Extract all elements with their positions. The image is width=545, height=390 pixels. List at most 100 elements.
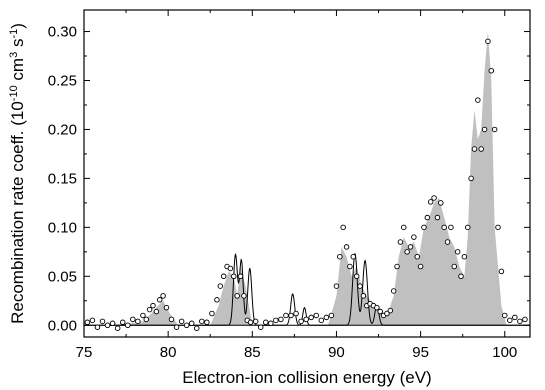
data-point [431,195,437,201]
data-point [288,312,294,319]
x-tick-label: 75 [76,344,93,361]
x-tick-label: 95 [412,344,429,361]
data-point [471,146,478,152]
data-point [374,304,380,311]
data-point [421,224,427,231]
data-point [268,320,274,327]
data-point [318,317,325,324]
measured-rate-area [84,31,530,326]
y-tick-label: 0.30 [48,24,77,41]
data-point [357,283,363,289]
data-point [502,312,508,319]
data-point [234,293,240,299]
data-point [407,244,414,250]
data-point [178,318,185,325]
data-point [273,317,279,324]
data-point [84,319,91,326]
data-point [217,283,224,289]
data-point [130,316,136,323]
data-point [323,314,330,321]
data-point [188,320,195,327]
y-title-exp-3: -1 [8,29,20,39]
data-point [401,224,407,231]
data-point [478,146,484,152]
data-point [183,322,190,329]
data-point [444,239,451,245]
data-point [125,322,131,329]
data-point [313,312,320,319]
data-point [468,175,474,182]
data-point [94,324,101,330]
y-tick-label: 0.05 [48,268,77,285]
data-point [257,324,264,330]
data-point [194,325,200,331]
data-point [308,314,314,321]
data-point [481,126,488,133]
data-point [360,293,367,299]
data-point [343,244,350,250]
data-point [461,253,468,260]
y-title-exp-1: -10 [8,85,20,101]
y-tick-label: 0.25 [48,72,77,89]
data-point [475,97,481,103]
data-point [328,312,335,319]
data-point [427,199,434,205]
y-tick-label: 0.10 [48,219,77,236]
data-point [220,273,227,280]
data-point [283,312,289,319]
data-point [350,253,357,260]
data-point [163,304,170,311]
y-title-exp-2: 3 [8,52,20,58]
data-point [156,297,163,303]
data-point [495,224,501,231]
data-point [89,317,96,324]
data-point [303,316,309,323]
y-title-end: ) [8,23,27,29]
data-point [150,302,156,309]
data-point [231,273,237,280]
data-point [153,308,160,315]
data-point [298,318,304,325]
data-point [424,214,431,221]
data-point [411,234,417,240]
data-point [99,318,106,325]
data-point [143,316,150,323]
data-point [241,293,247,299]
data-point [278,316,284,323]
data-point [397,239,404,245]
plot-frame [83,9,531,338]
data-point [394,263,400,270]
y-axis-title: Recombination rate coeff. (10-10 cm3 s-1… [8,23,27,324]
y-title-unit-cm: cm [8,58,27,85]
data-point [173,324,180,330]
data-point [119,319,126,326]
y-tick-label: 0.20 [48,121,77,138]
data-point [488,67,495,74]
y-title-base: Recombination rate coeff. (10 [8,101,27,324]
data-point [104,322,111,329]
data-point [337,253,343,260]
data-point [417,263,424,270]
data-point [114,325,121,331]
data-point [522,316,528,323]
data-point [160,293,166,299]
y-tick-label: 0.15 [48,170,77,187]
data-point [498,268,505,275]
data-point [454,249,461,255]
data-point [438,200,444,206]
data-point [252,318,259,325]
data-point [135,318,141,325]
data-point [347,263,353,270]
data-point [377,308,383,315]
data-point [263,319,269,326]
data-point [441,224,447,231]
y-tick-label: 0.00 [48,317,77,334]
data-point [146,306,153,313]
data-point [227,265,234,272]
x-tick-label: 90 [328,344,345,361]
data-point [109,320,116,327]
data-point [434,214,441,221]
data-point [491,126,498,133]
data-point [390,288,397,294]
